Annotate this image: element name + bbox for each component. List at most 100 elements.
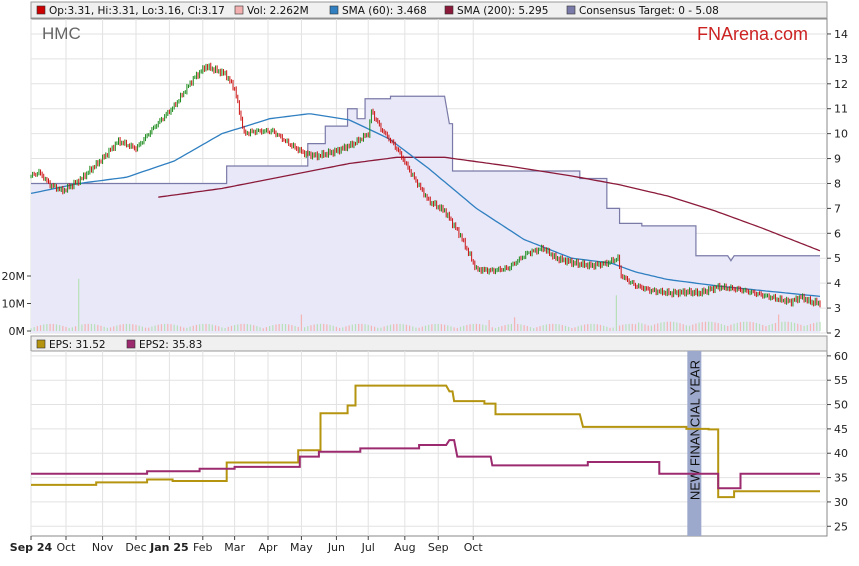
volume-bar: [402, 324, 404, 331]
volume-bar: [234, 325, 236, 331]
volume-bar: [393, 324, 395, 331]
legend-swatch: [234, 5, 244, 15]
volume-bar: [59, 325, 61, 331]
volume-bar: [415, 327, 417, 331]
volume-bar: [33, 327, 35, 331]
volume-bar: [195, 324, 198, 331]
volume-bar: [669, 321, 672, 331]
price-tick-label: 5: [834, 252, 841, 265]
eps2-line: [31, 439, 820, 490]
volume-bar: [154, 325, 156, 331]
volume-bar: [469, 324, 471, 331]
volume-bar: [151, 326, 153, 331]
volume-bar: [647, 325, 649, 331]
eps-tick-label: 25: [834, 520, 848, 533]
price-tick-label: 8: [834, 177, 841, 190]
volume-bar: [545, 324, 547, 331]
volume-bar: [749, 321, 751, 331]
volume-bar: [284, 323, 287, 331]
volume-bar: [536, 327, 538, 331]
volume-bar: [434, 323, 436, 331]
eps-tick-label: 40: [834, 447, 848, 460]
volume-bar: [539, 326, 541, 331]
volume-bar: [291, 325, 293, 331]
volume-bar: [590, 323, 592, 331]
volume-bar: [249, 324, 252, 331]
legend-swatch: [329, 5, 339, 15]
volume-bar: [634, 324, 637, 331]
volume-bar: [157, 324, 159, 331]
volume-bar: [319, 323, 322, 331]
volume-bar: [612, 327, 614, 331]
legend-swatch: [566, 5, 576, 15]
volume-bar: [580, 325, 582, 331]
volume-bar: [65, 326, 67, 331]
eps-panel: [30, 335, 828, 537]
volume-bar: [806, 325, 808, 331]
volume-bars: [30, 278, 821, 331]
volume-bar: [408, 325, 411, 331]
x-tick-label: Mar: [224, 541, 245, 554]
eps-tick-label: 35: [834, 472, 848, 485]
volume-bar: [447, 325, 449, 331]
volume-bar: [717, 323, 719, 331]
volume-bar: [116, 325, 118, 331]
volume-bar: [615, 295, 617, 331]
volume-bar: [294, 325, 296, 331]
volume-bar: [39, 325, 42, 331]
volume-bar: [561, 325, 563, 331]
volume-bar: [533, 328, 535, 331]
price-tick-label: 4: [834, 277, 841, 290]
volume-bar: [631, 323, 633, 331]
volume-bar: [552, 323, 554, 331]
volume-bar: [478, 324, 481, 331]
legend-label: Vol: 2.262M: [247, 5, 309, 17]
volume-bar: [399, 323, 401, 331]
volume-bar: [348, 325, 350, 331]
volume-bar: [431, 324, 433, 331]
x-tick-label: Sep: [428, 541, 449, 554]
volume-bar: [526, 326, 528, 331]
volume-bar: [138, 325, 140, 331]
price-tick-label: 7: [834, 202, 841, 215]
volume-bar: [803, 325, 805, 331]
legend-swatch: [444, 5, 454, 15]
volume-bar: [55, 324, 58, 331]
volume-bar: [30, 328, 32, 331]
volume-bar: [498, 327, 500, 331]
volume-bar: [71, 327, 73, 331]
volume-y-axis: 20M 10M 0M: [2, 270, 31, 338]
volume-bar: [265, 327, 268, 331]
volume-bar: [297, 327, 299, 331]
volume-bar: [326, 324, 328, 331]
volume-bar: [256, 326, 258, 331]
volume-bar: [386, 325, 388, 331]
volume-bar: [774, 322, 777, 331]
volume-bar: [768, 324, 770, 331]
volume-bar: [679, 323, 681, 331]
sma60-line: [30, 113, 821, 298]
volume-bar: [211, 324, 213, 331]
volume-bar: [583, 324, 586, 331]
price-tick-label: 3: [834, 302, 841, 315]
consensus-target-area: [31, 96, 820, 333]
volume-bar: [558, 324, 560, 331]
legend-label: Op:3.31, Hi:3.31, Lo:3.16, Cl:3.17: [49, 5, 225, 17]
volume-bar: [663, 322, 665, 331]
volume-bar: [62, 325, 64, 331]
volume-bar: [377, 327, 379, 331]
volume-bar: [711, 321, 713, 331]
volume-bar: [548, 324, 551, 331]
volume-bar: [743, 321, 745, 331]
volume-bar: [793, 322, 796, 331]
volume-bar: [688, 325, 691, 331]
volume-bar: [100, 325, 102, 331]
volume-bar: [125, 323, 128, 331]
volume-bar: [383, 326, 385, 331]
volume-bar: [459, 326, 462, 331]
price-tick-label: 6: [834, 227, 841, 240]
volume-bar: [342, 327, 344, 331]
volume-bar: [797, 323, 799, 331]
volume-bar: [43, 324, 45, 331]
volume-bar: [310, 325, 312, 331]
